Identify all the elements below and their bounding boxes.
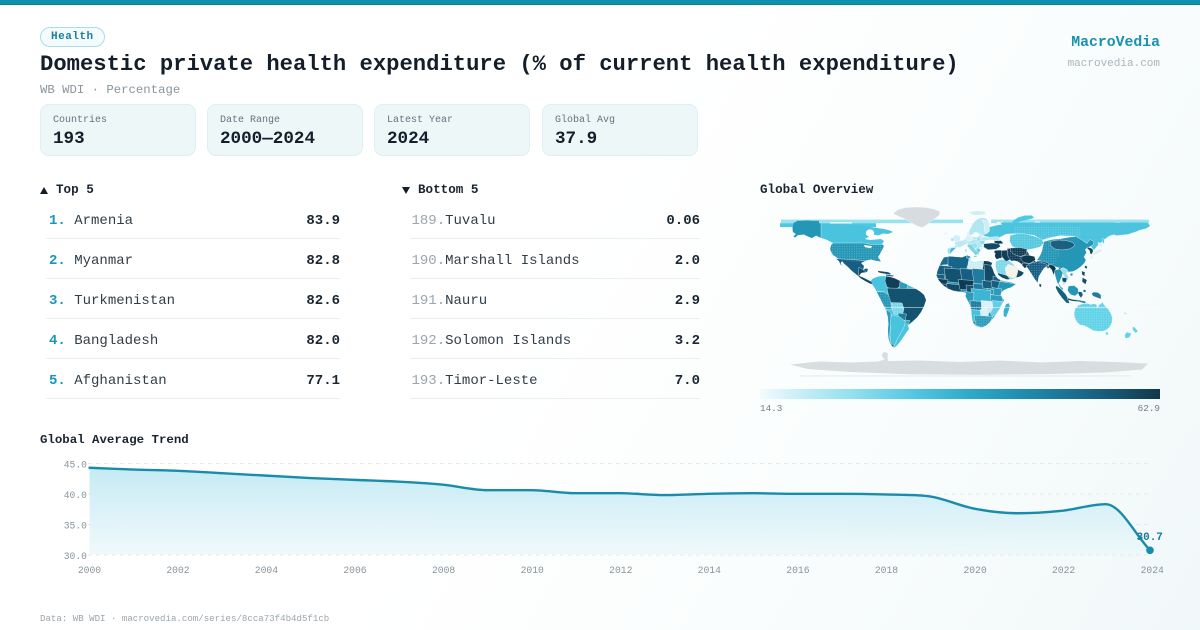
svg-text:2010: 2010: [521, 565, 544, 576]
svg-text:2020: 2020: [963, 565, 986, 576]
svg-text:30.7: 30.7: [1137, 532, 1163, 544]
svg-text:2004: 2004: [255, 565, 278, 576]
svg-text:45.0: 45.0: [64, 460, 87, 471]
svg-text:2022: 2022: [1052, 565, 1075, 576]
svg-text:35.0: 35.0: [64, 521, 87, 532]
svg-text:2006: 2006: [343, 565, 366, 576]
svg-text:2016: 2016: [786, 565, 809, 576]
svg-text:2002: 2002: [166, 565, 189, 576]
svg-text:2012: 2012: [609, 565, 632, 576]
svg-text:2014: 2014: [698, 565, 721, 576]
svg-text:2008: 2008: [432, 565, 455, 576]
svg-text:2024: 2024: [1141, 565, 1164, 576]
svg-text:30.0: 30.0: [64, 551, 87, 562]
svg-text:2018: 2018: [875, 565, 898, 576]
svg-text:2000: 2000: [78, 565, 101, 576]
svg-text:40.0: 40.0: [64, 490, 87, 501]
